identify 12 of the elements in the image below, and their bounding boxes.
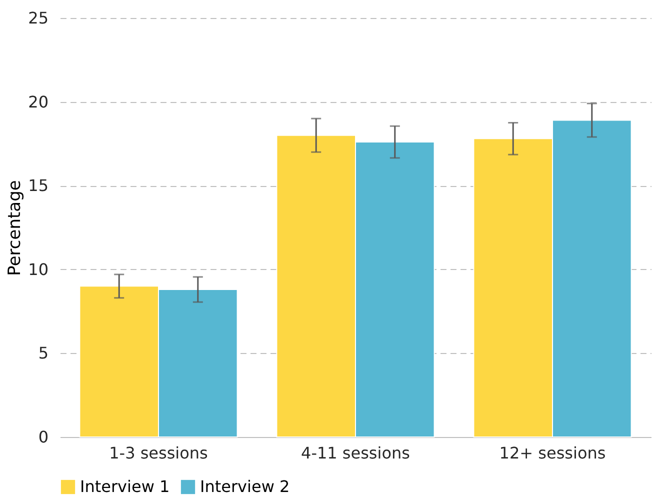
y-tick-label: 20 (28, 92, 48, 112)
y-tick-label: 5 (38, 344, 48, 363)
y-tick-label: 15 (28, 176, 48, 196)
y-axis-title: Percentage (5, 180, 26, 276)
x-tick-label: 1-3 sessions (109, 444, 208, 462)
y-tick-label: 25 (28, 8, 48, 28)
legend-label: Interview 1 (80, 477, 170, 496)
x-tick-label: 4-11 sessions (301, 444, 410, 462)
y-tick-label: 0 (38, 428, 48, 446)
y-tick-label: 10 (28, 260, 48, 279)
legend-label: Interview 2 (200, 477, 290, 496)
x-tick-label: 12+ sessions (499, 444, 606, 462)
